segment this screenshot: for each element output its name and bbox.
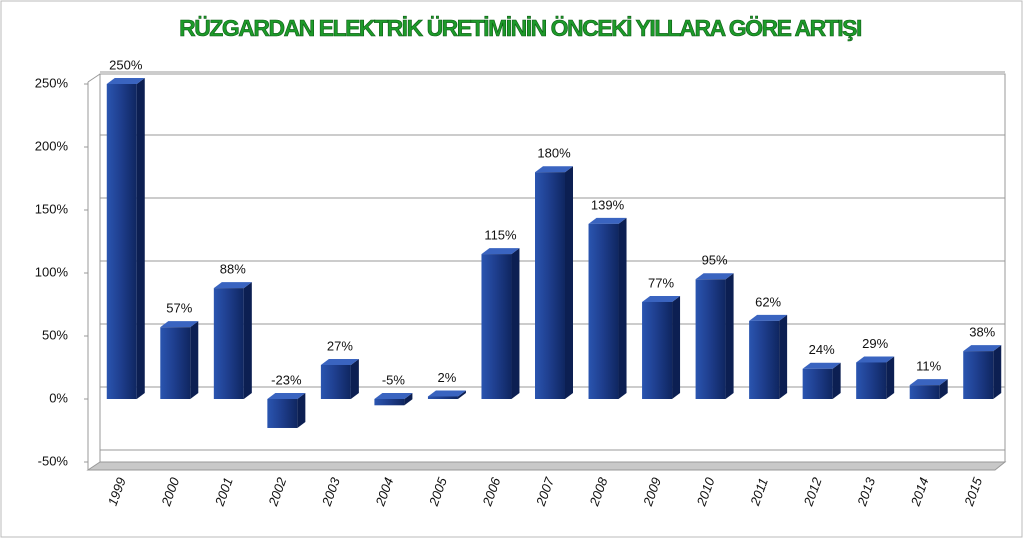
bar-side <box>511 248 520 399</box>
bar <box>642 301 673 399</box>
bar <box>588 223 619 399</box>
bar-top <box>588 217 627 224</box>
data-label: 24% <box>809 342 835 357</box>
bar-top <box>749 314 788 321</box>
bar-side <box>993 345 1002 399</box>
data-label: 11% <box>916 359 941 374</box>
y-tick-label: 0% <box>49 390 68 405</box>
bar-side <box>672 295 681 399</box>
data-label: 88% <box>220 262 246 277</box>
bar <box>320 364 351 399</box>
data-label: 115% <box>484 228 517 243</box>
bar-side <box>243 282 252 399</box>
side-edge <box>87 73 101 83</box>
bar-side <box>886 356 895 399</box>
bar-side <box>565 166 573 399</box>
data-label: 38% <box>969 325 995 340</box>
bar <box>963 351 994 399</box>
bar-top <box>802 362 841 369</box>
bar-side <box>779 314 788 399</box>
bar-side <box>725 273 734 399</box>
data-label: 29% <box>862 336 888 351</box>
chart-title: RÜZGARDAN ELEKTRİK ÜRETİMİNİN ÖNCEKİ YIL… <box>179 15 861 41</box>
data-label: 180% <box>537 146 571 161</box>
bar <box>106 84 137 399</box>
bar-side <box>618 217 627 399</box>
data-label: 250% <box>109 57 143 72</box>
bar-side <box>297 393 306 428</box>
y-tick-label: 150% <box>35 201 69 216</box>
bar-top <box>374 393 413 399</box>
bar-side <box>939 379 948 399</box>
bar-top <box>320 358 359 365</box>
bar-side <box>190 321 199 399</box>
bar-top <box>856 356 895 363</box>
floor <box>86 461 1007 471</box>
bar <box>909 385 940 399</box>
bar-top <box>642 295 681 302</box>
bar-top <box>427 390 466 397</box>
bar-side <box>457 390 466 399</box>
data-label: -23% <box>271 372 302 387</box>
data-label: 27% <box>327 338 353 353</box>
y-tick-label: 200% <box>35 138 69 153</box>
bar <box>427 396 458 399</box>
bar <box>856 362 887 399</box>
bar-top <box>481 248 520 255</box>
bar-top <box>106 78 145 84</box>
bar <box>213 288 244 399</box>
data-label: -5% <box>382 372 406 387</box>
data-label: 2% <box>438 370 457 385</box>
y-tick-label: 50% <box>42 327 68 342</box>
bar <box>267 399 298 428</box>
bar <box>481 254 512 399</box>
bar <box>695 279 726 399</box>
bar-top <box>695 273 734 280</box>
data-label: 62% <box>755 294 781 309</box>
data-label: 95% <box>702 253 728 268</box>
bar-top <box>535 166 573 173</box>
y-tick-label: 250% <box>35 75 69 90</box>
data-label: 139% <box>591 197 625 212</box>
bar-top <box>213 282 252 289</box>
bar <box>160 327 191 399</box>
bar-side <box>404 393 413 406</box>
y-tick-label: -50% <box>38 453 69 468</box>
bar <box>802 368 833 399</box>
bar <box>535 172 565 399</box>
y-tick-label: 100% <box>35 264 69 279</box>
bar <box>374 399 405 406</box>
bar <box>749 320 780 399</box>
bar-top <box>267 393 306 399</box>
bar-top <box>160 321 199 328</box>
bar-side <box>350 358 359 399</box>
data-label: 57% <box>166 301 192 316</box>
bar-top <box>963 345 1002 352</box>
bar-top <box>909 379 948 386</box>
bar-side <box>832 362 841 399</box>
bar-side <box>136 78 145 399</box>
data-label: 77% <box>648 275 674 290</box>
